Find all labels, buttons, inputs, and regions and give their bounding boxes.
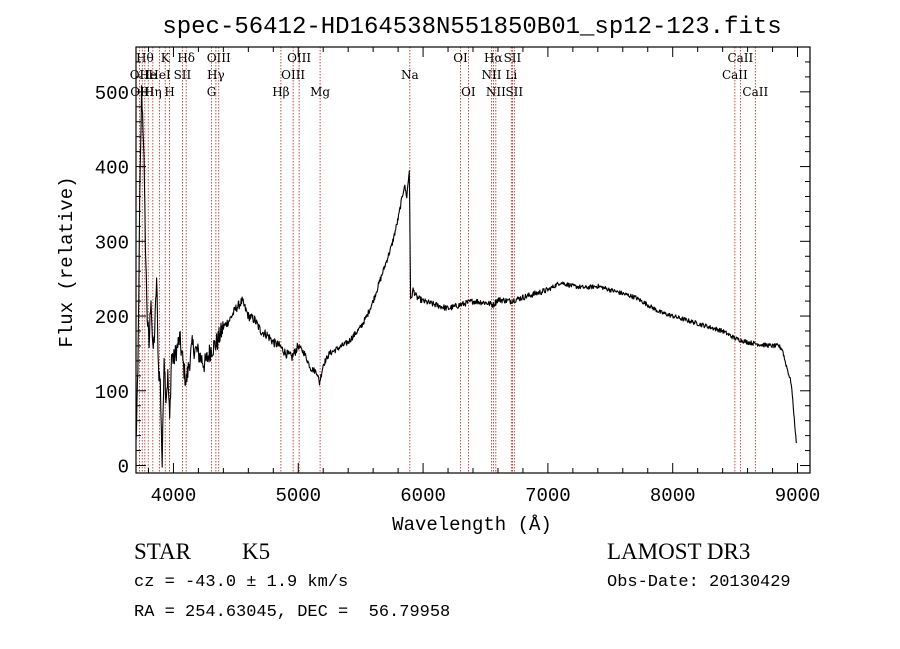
x-axis-label: Wavelength (Å) [392,514,552,536]
reference-line-label: OIII [281,68,305,82]
reference-line-label: OIII [287,51,311,65]
reference-line-label: Mg [310,85,330,99]
redshift-value: cz = -43.0 ± 1.9 km/s [134,573,349,592]
reference-line-label: Na [401,68,419,82]
reference-line-label: CaII [722,68,748,82]
reference-line-label: Li [505,68,517,82]
reference-line-label: OI [453,51,468,65]
reference-line-label: SII [174,68,192,82]
reference-line-label: H [164,85,174,99]
x-tick-label: 4000 [151,485,197,507]
reference-line-label: Hδ [177,51,195,65]
reference-line-label: CaII [727,51,753,65]
reference-line-label: Hβ [272,85,289,99]
reference-line-label: OI [461,85,476,99]
reference-line-label: SII [504,51,522,65]
spectrum-series-line [135,85,797,468]
y-tick-label: 0 [118,457,129,479]
survey-name: LAMOST DR3 [607,539,751,564]
reference-line-label: G [207,85,217,99]
reference-lines [138,47,756,473]
x-tick-label: 9000 [775,485,821,507]
chart-title: spec-56412-HD164538N551850B01_sp12-123.f… [162,14,781,41]
reference-line-label: HeI [148,68,171,82]
y-tick-label: 200 [95,307,129,329]
coordinates: RA = 254.63045, DEC = 56.79958 [134,603,451,622]
reference-line-label: Hγ [207,68,225,82]
y-tick-label: 400 [95,158,129,180]
series-layer [135,85,797,468]
y-axis-label: Flux (relative) [56,176,78,347]
y-tick-label: 100 [95,382,129,404]
plot-frame [135,46,811,474]
object-subclass: K5 [242,539,271,564]
y-tick-label: 500 [95,83,129,105]
x-tick-label: 7000 [525,485,571,507]
x-tick-label: 8000 [650,485,696,507]
axes: 4000 5000 6000 7000 8000 9000 0 100 200 300 400 500 [95,46,821,507]
obs-date: Obs-Date: 20130429 [607,573,791,592]
object-class: STAR [134,539,191,564]
reference-line-label: He [139,68,157,82]
x-tick-label: 6000 [400,485,446,507]
reference-line-label: SII [505,85,523,99]
reference-line-label: Hη [144,85,162,99]
reference-line-label: NII [486,85,506,99]
reference-line-labels: OIIOIIIHθHeHηHeIKHSIIHδGHγOIIIHβOIIIOIII… [130,51,769,99]
x-tick-label: 5000 [275,485,321,507]
reference-line-label: CaII [742,85,768,99]
reference-line-label: Hα [484,51,503,65]
reference-line-label: OIII [207,51,231,65]
reference-line-label: OII [130,68,150,82]
y-tick-label: 300 [95,232,129,254]
reference-line-label: NII [481,68,501,82]
reference-line-label: Hθ [136,51,154,65]
reference-line-label: K [161,51,171,65]
